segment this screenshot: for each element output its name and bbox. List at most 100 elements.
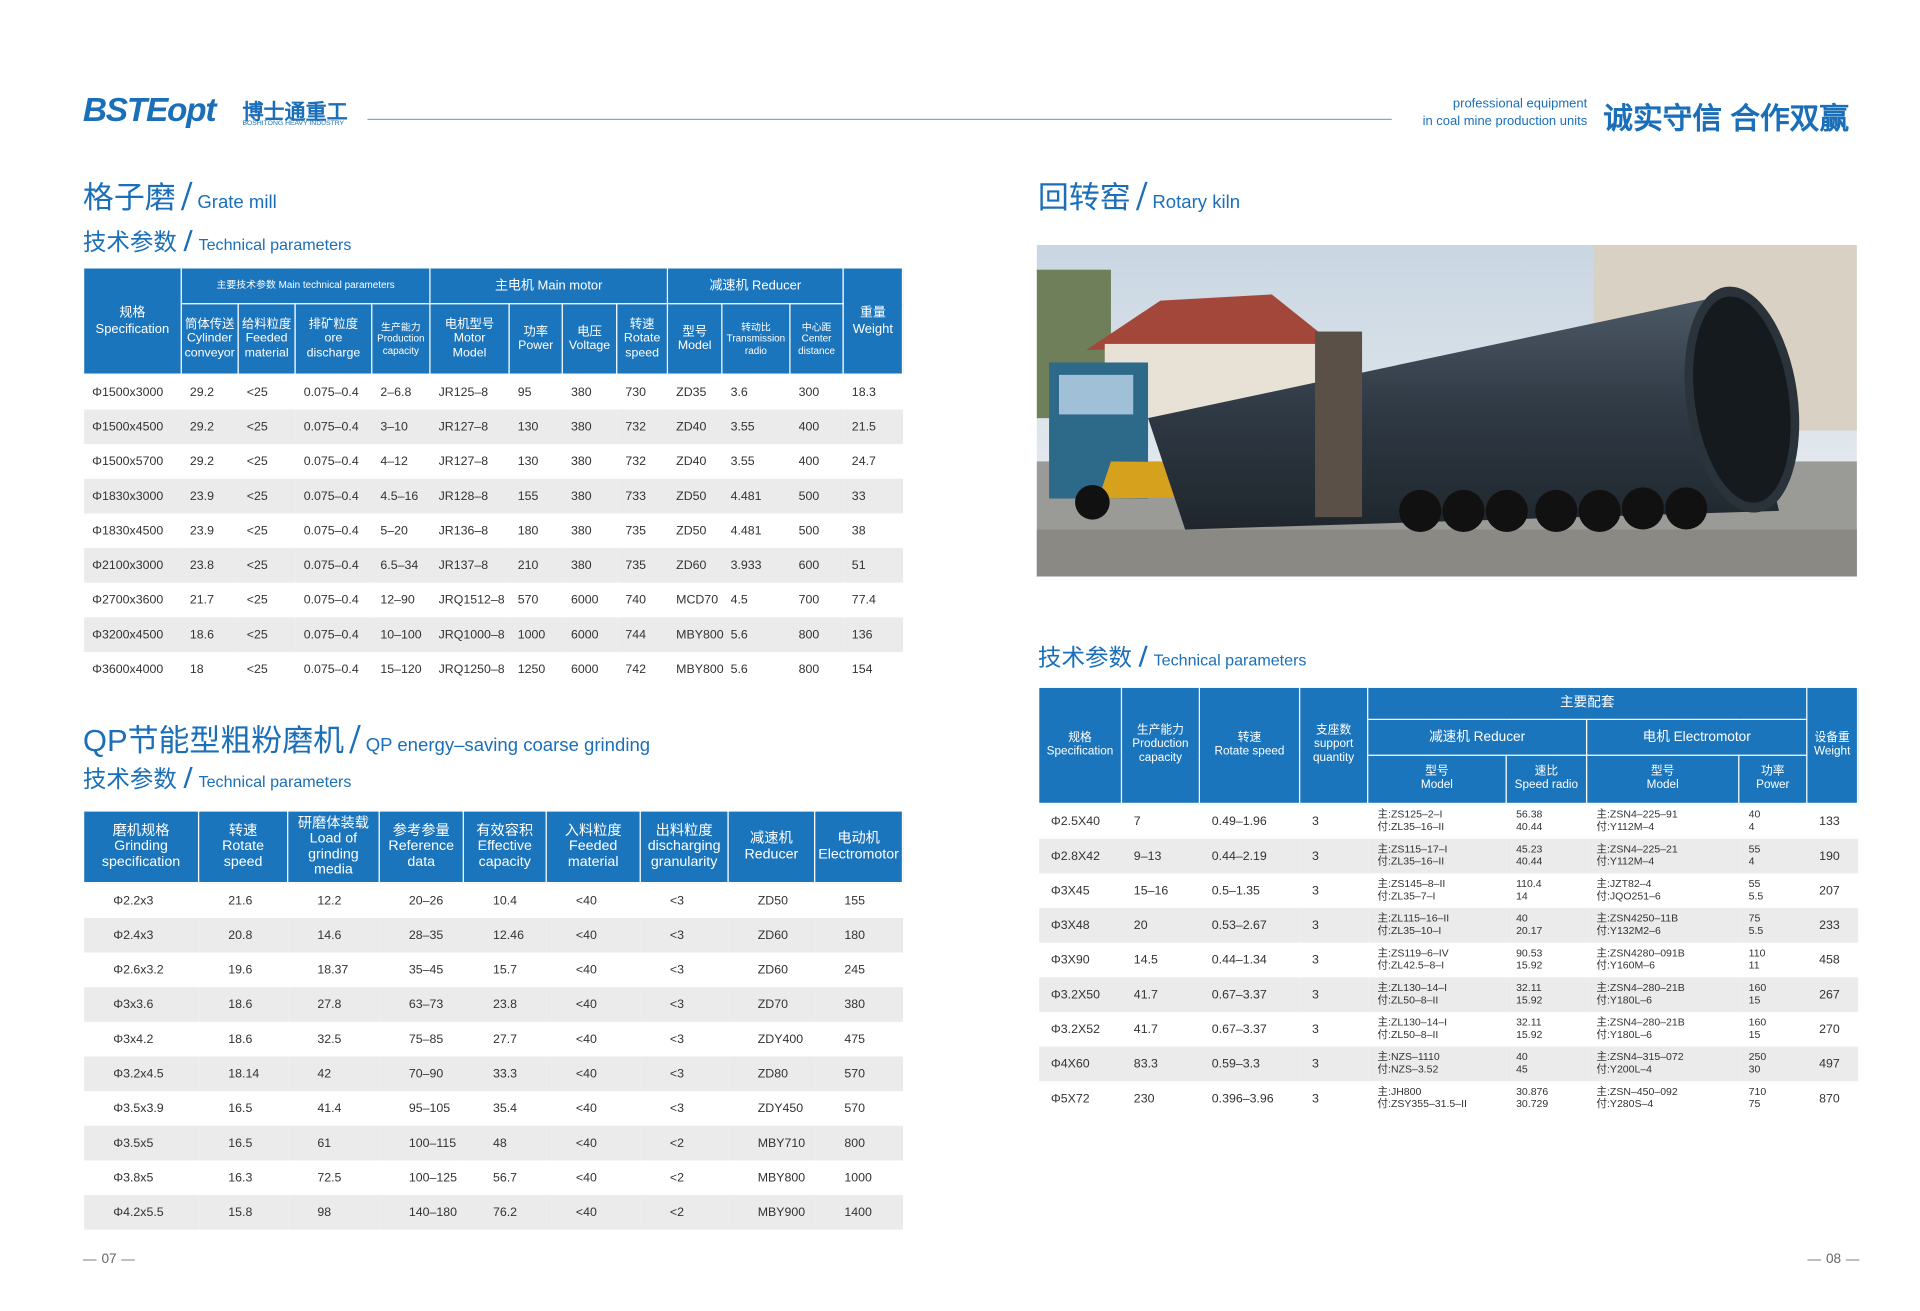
table-cell: 180 [814, 917, 903, 953]
table-cell: ZDY450 [757, 1101, 804, 1116]
table-cell: <40 [575, 963, 597, 977]
table-cell: 32.11 15.92 [1516, 1015, 1543, 1041]
table-cell: Φ2100x3000 [83, 548, 182, 583]
table-row: Φ5X72 230 0.396–3.96 3 主:JH800 付:ZSY355–31.5… [1039, 1081, 1858, 1116]
table-cell: <25 [238, 409, 296, 445]
table-cell: MBY800 [667, 617, 724, 652]
table-cell: 380 [570, 454, 592, 469]
table-cell: 3.6 [730, 385, 748, 399]
table-cell: <40 [575, 893, 597, 908]
table-row: Φ3.2X50 41.7 0.67–3.37 3 主:ZL130–14–I 付:ZL50… [1038, 977, 1858, 1012]
table-cell: 70–90 [379, 1056, 464, 1092]
table-cell: 19.6 [228, 963, 253, 977]
table-cell: 12–90 [380, 593, 415, 607]
table-cell: 0.075–0.4 [303, 523, 359, 538]
section-subtitle: 技术参数 Technical parameters [83, 224, 351, 257]
table-cell: 51 [843, 548, 903, 583]
table-head: 磨机规格 Grinding specification 转速 Rotate spe… [82, 810, 904, 884]
table-cell: 233 [1806, 908, 1858, 943]
table-cell: 500 [789, 478, 844, 514]
header-cell: 有效容积 Effective capacity [462, 810, 547, 884]
table-cell: 380 [570, 385, 592, 399]
table-cell: 245 [844, 963, 865, 977]
table-row: Φ2.4x3 20.8 14.6 28–35 12.46 <40 <3 ZD60 180 [83, 917, 903, 953]
subtitle-en: Technical parameters [198, 771, 352, 791]
table-cell: 32.5 [317, 1032, 342, 1046]
table-cell: JRQ1250–8 [438, 662, 505, 677]
table-cell: 6000 [570, 593, 599, 607]
table-cell: 27.8 [287, 987, 380, 1022]
logo-cn: 博士通重工 [242, 100, 348, 124]
table-cell: ZD35 [676, 385, 707, 399]
table-cell: 主:ZSN4280–091B 付:Y160M–6 [1596, 946, 1685, 972]
page-number: 08 [1807, 1252, 1860, 1267]
table-cell: <25 [238, 548, 296, 583]
slogan: 诚实守信 合作双赢 [1603, 102, 1850, 137]
table-cell: 6000 [570, 662, 599, 677]
table-cell: Φ3.2X50 [1038, 977, 1122, 1012]
tagline: in coal mine production units [1422, 113, 1588, 129]
header-cell: 排矿粒度 ore discharge [294, 303, 373, 375]
table-row: Φ2.8X42 9–13 0.44–2.19 3 主:ZS115–17–I 付:ZL35… [1038, 838, 1858, 874]
grate-mill-table: 规格 Specification 主要技术参数 Main technical pa… [82, 267, 904, 687]
table-cell: <25 [246, 593, 268, 607]
table-cell: Φ5X72 [1050, 1091, 1090, 1106]
section-subtitle: 技术参数 Technical parameters [83, 761, 352, 794]
table-cell: 570 [844, 1101, 865, 1116]
table-cell: 3 [1311, 883, 1319, 898]
separator [181, 181, 192, 210]
table-cell: 3 [1311, 1091, 1319, 1106]
header-cell: 设备重 Weight [1806, 686, 1859, 805]
table-cell: 15–16 [1133, 883, 1169, 898]
table-cell: JR136–8 [438, 523, 489, 538]
table-cell: 主:ZS119–6–IV 付:ZL42.5–8–I [1377, 946, 1449, 972]
table-cell: 2–6.8 [380, 385, 412, 399]
table-row: Φ4.2x5.5 15.8 98 140–180 76.2 <40 <2 MBY900 1400 [83, 1195, 903, 1230]
table-row: Φ3.2X52 41.7 0.67–3.37 3 主:ZL130–14–I 付:ZL50… [1039, 1012, 1858, 1047]
table-cell: Φ1500x4500 [83, 409, 182, 445]
table-cell: MCD70 [676, 593, 719, 607]
header-subgroup: 电机 Electromotor [1585, 718, 1808, 756]
table-cell: 300 [798, 385, 820, 399]
header-cell: 生产能力 Production capacity [371, 303, 431, 375]
table-row: Φ3600x4000 18 <25 0.075–0.4 15–120 JRQ1250–8 1… [84, 652, 903, 687]
table-cell: 83.3 [1121, 1046, 1200, 1082]
logo: BSTEopt [82, 91, 217, 129]
page-number-text: 07 [101, 1251, 117, 1267]
table-cell: 41.7 [1133, 1022, 1158, 1037]
header-cell: 参考参量 Reference data [378, 810, 464, 884]
table-cell: 267 [1806, 977, 1858, 1012]
title-en: Rotary kiln [1152, 191, 1241, 213]
table-row: Φ2100x3000 23.8 <25 0.075–0.4 6.5–34 JR137–8 2… [83, 548, 903, 583]
table-cell: ZD40 [676, 454, 707, 469]
table-cell: 9–13 [1121, 838, 1200, 874]
table-cell: 38 [851, 523, 866, 538]
table-cell: 0.53–2.67 [1199, 908, 1300, 943]
table-cell: <25 [246, 523, 268, 538]
table-cell: Φ4X60 [1038, 1046, 1122, 1082]
table-cell: 380 [562, 478, 617, 514]
table-cell: <40 [546, 1056, 641, 1092]
table-cell: 5.6 [721, 617, 790, 652]
header-row: 型号 Model 速比 Speed radio 型号 Model 功率 Power [1039, 754, 1858, 805]
table-cell: MBY800 [676, 662, 724, 677]
table-cell: 744 [616, 617, 668, 652]
table-row: Φ3.2x4.5 18.14 42 70–90 33.3 <40 <3 ZD80 570 [83, 1056, 903, 1092]
table-cell: 0.075–0.4 [303, 385, 359, 399]
table-cell: 16.3 [228, 1170, 253, 1185]
table-cell: <40 [546, 917, 641, 953]
table-cell: <40 [546, 1125, 641, 1161]
table-cell: 0.59–3.3 [1199, 1046, 1300, 1082]
table-cell: 15.7 [492, 963, 518, 977]
table-row: Φ1830x4500 23.9 <25 0.075–0.4 5–20 JR136–8 180… [84, 513, 903, 548]
table-head: 规格 Specification 主要技术参数 Main technical pa… [82, 267, 904, 375]
header-cell: 筒体传送 Cylinder conveyor [180, 303, 239, 375]
table-cell: 29.2 [189, 385, 214, 399]
table-cell: <25 [238, 478, 296, 514]
table-cell: 0.396–3.96 [1211, 1091, 1274, 1106]
table-cell: 210 [509, 548, 563, 583]
table-cell: 4–12 [380, 454, 408, 469]
table-cell: 21.7 [189, 593, 214, 607]
table-cell: 23.9 [189, 523, 214, 538]
